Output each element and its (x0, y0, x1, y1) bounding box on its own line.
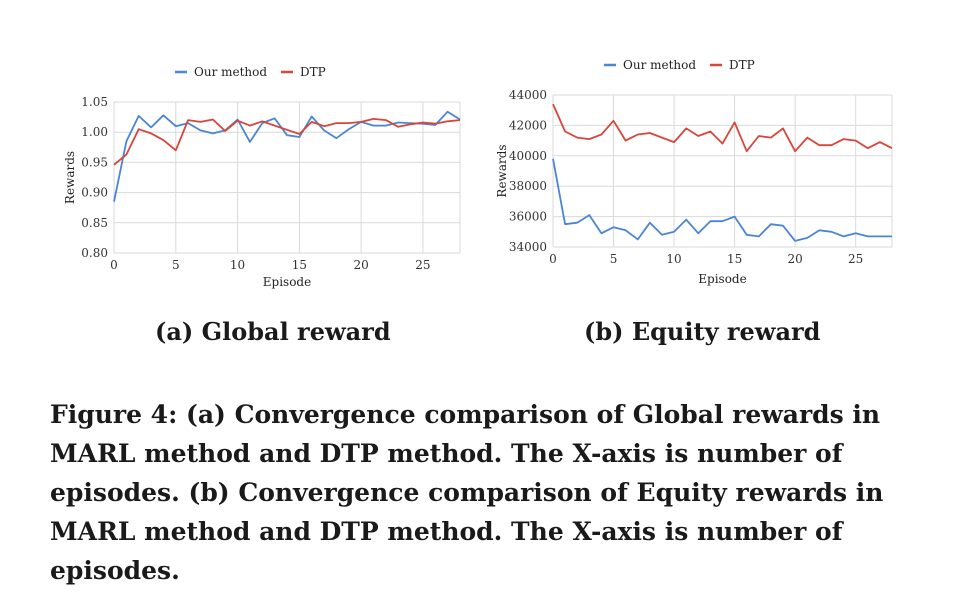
chart2-y-tick-label: 36000 (509, 210, 547, 224)
chart2-series-line-dtp (552, 103, 893, 153)
chart1-x-axis-title: Episode (263, 275, 311, 289)
chart2-x-axis-title: Episode (698, 272, 746, 286)
chart1-x-tick-label: 10 (230, 258, 245, 272)
chart2-x-tick-label: 15 (727, 252, 742, 266)
chart1-series-line-our-method (113, 110, 461, 202)
chart1-legend-label-our-method: Our method (194, 65, 267, 79)
subcaption-a: (a) Global reward (155, 317, 391, 346)
chart1-x-tick-label: 0 (110, 258, 118, 272)
chart1-series-line-dtp (113, 118, 461, 166)
chart1-x-tick-label: 20 (354, 258, 369, 272)
chart1-x-tick-label: 25 (415, 258, 430, 272)
chart1-x-tick-label: 5 (172, 258, 180, 272)
chart1-y-axis-title: Rewards (63, 151, 77, 204)
chart1-x-tick-label: 15 (292, 258, 307, 272)
chart2-legend-label-our-method: Our method (623, 58, 696, 72)
chart2-x-tick-label: 0 (549, 252, 557, 266)
chart1-y-tick-label: 0.85 (81, 216, 108, 230)
chart2-series-line-our-method (552, 158, 892, 242)
chart1-legend-label-dtp: DTP (300, 65, 326, 79)
chart2-y-tick-label: 44000 (509, 88, 547, 102)
chart2-x-tick-label: 10 (666, 252, 681, 266)
subcaption-b: (b) Equity reward (584, 317, 821, 346)
chart2-x-tick-label: 5 (610, 252, 618, 266)
chart2-y-tick-label: 40000 (509, 149, 547, 163)
chart2-y-tick-label: 42000 (509, 118, 547, 132)
chart1-y-tick-label: 0.80 (81, 246, 108, 260)
chart1-y-tick-label: 1.00 (81, 125, 108, 139)
chart2-y-tick-label: 34000 (509, 240, 547, 254)
chart2-x-tick-label: 25 (848, 252, 863, 266)
chart2-x-tick-label: 20 (788, 252, 803, 266)
chart1-y-tick-label: 0.90 (81, 186, 108, 200)
chart2-y-tick-label: 38000 (509, 179, 547, 193)
chart2-y-axis-title: Rewards (495, 144, 509, 197)
chart1-y-tick-label: 1.05 (81, 95, 108, 109)
chart1-y-tick-label: 0.95 (81, 155, 108, 169)
chart2-legend-label-dtp: DTP (729, 58, 755, 72)
figure-caption: Figure 4: (a) Convergence comparison of … (50, 400, 884, 585)
figure-charts: 0.80 0.85 0.90 0.95 1.00 1.05 0 5 10 15 20 25 Episod… (63, 58, 893, 289)
